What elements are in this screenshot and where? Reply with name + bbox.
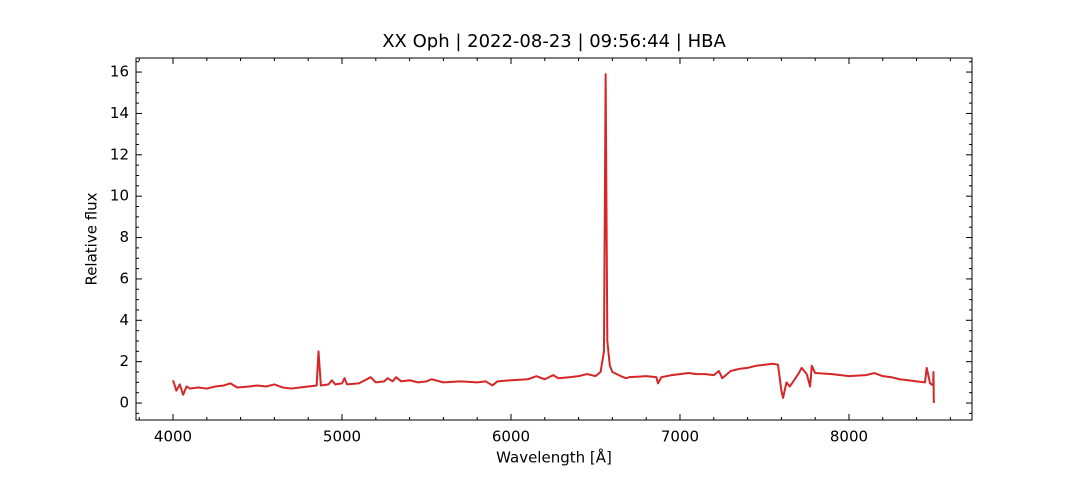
y-axis-label: Relative flux (83, 192, 101, 285)
y-tick-label: 16 (110, 63, 129, 81)
y-tick-label: 2 (119, 352, 129, 370)
y-tick-label: 4 (119, 311, 129, 329)
x-tick-label: 5000 (323, 428, 361, 446)
x-tick-label: 4000 (154, 428, 192, 446)
x-axis-label: Wavelength [Å] (496, 448, 612, 467)
x-tick-label: 6000 (492, 428, 530, 446)
y-tick-label: 8 (119, 228, 129, 246)
y-tick-label: 6 (119, 269, 129, 287)
y-tick-label: 12 (110, 145, 129, 163)
plot-frame (135, 57, 973, 421)
x-tick-label: 7000 (661, 428, 699, 446)
chart-title: XX Oph | 2022-08-23 | 09:56:44 | HBA (382, 31, 726, 52)
y-tick-label: 14 (110, 104, 129, 122)
y-tick-label: 0 (119, 394, 129, 412)
y-tick-label: 10 (110, 187, 129, 205)
x-tick-label: 8000 (830, 428, 868, 446)
spectrum-line (172, 73, 935, 404)
